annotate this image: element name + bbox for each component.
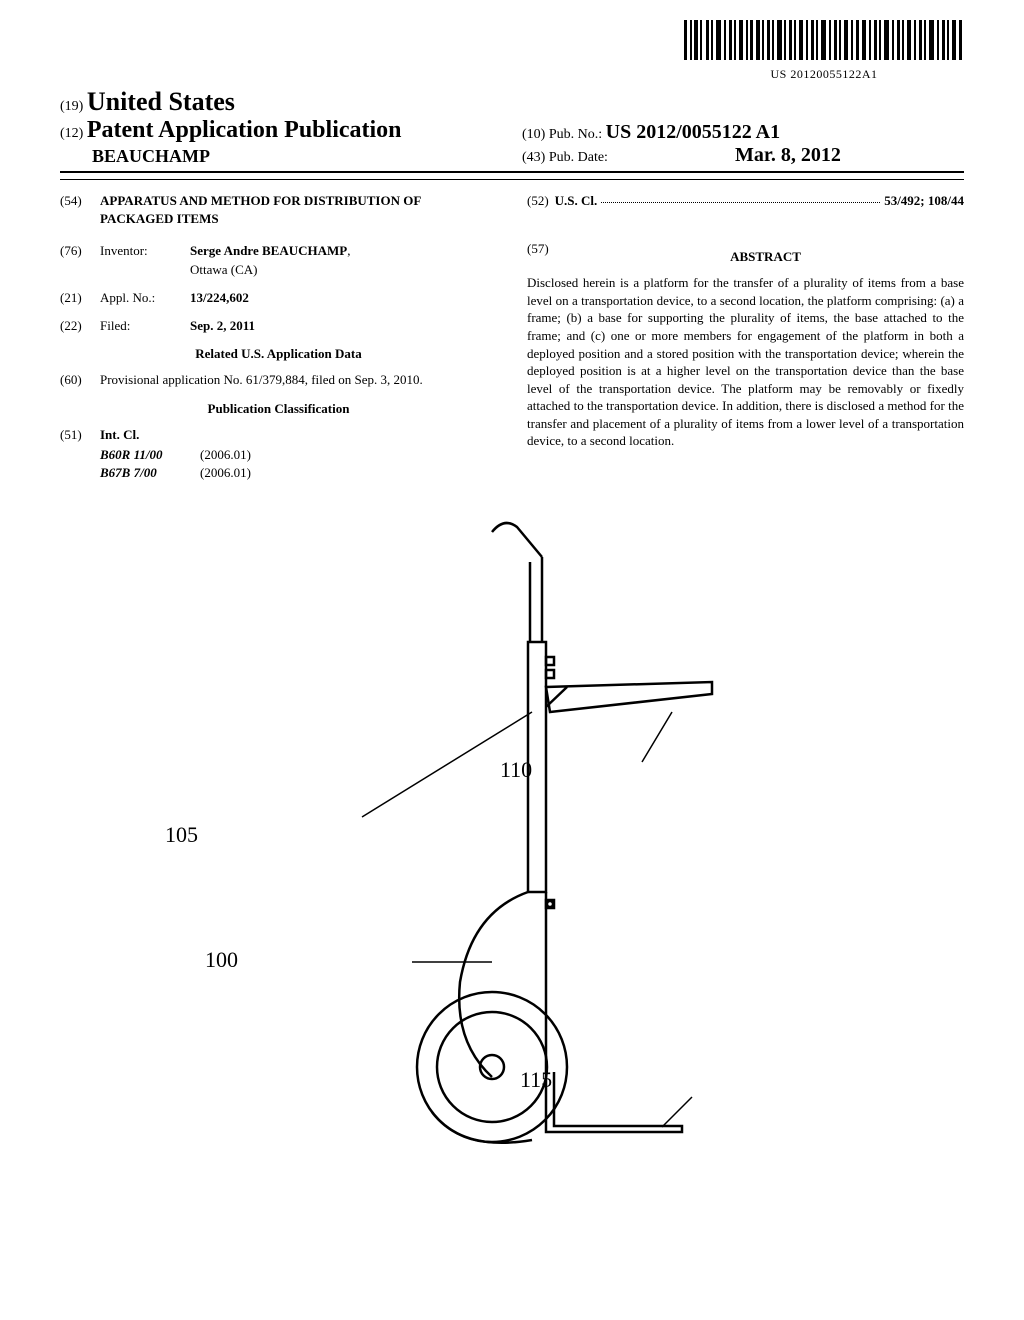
appl-code: (21): [60, 289, 100, 307]
code-12: (12): [60, 126, 83, 141]
invention-title: APPARATUS AND METHOD FOR DISTRIBUTION OF…: [100, 192, 497, 228]
intcl-2-year: (2006.01): [200, 464, 251, 482]
filed-date: Sep. 2, 2011: [190, 317, 255, 335]
inventor-name: Serge Andre BEAUCHAMP: [190, 243, 347, 258]
uscl-label: U.S. Cl.: [555, 193, 598, 208]
pub-date: Mar. 8, 2012: [735, 144, 841, 166]
related-heading: Related U.S. Application Data: [60, 345, 497, 363]
title-code: (54): [60, 192, 100, 228]
code-19: (19): [60, 99, 83, 114]
pub-date-label: Pub. Date:: [549, 150, 608, 165]
inventor-code: (76): [60, 242, 100, 278]
barcode-svg: [684, 20, 964, 60]
fig-label-115: 115: [520, 1067, 552, 1093]
abstract-text: Disclosed herein is a platform for the t…: [527, 274, 964, 449]
barcode-text: US 20120055122A1: [684, 67, 964, 82]
filed-code: (22): [60, 317, 100, 335]
header-right: (10) Pub. No.: US 2012/0055122 A1 (43) P…: [502, 93, 964, 167]
fig-label-110: 110: [500, 757, 532, 783]
left-column: (54) APPARATUS AND METHOD FOR DISTRIBUTI…: [60, 192, 497, 482]
uscl-value: 53/492; 108/44: [884, 193, 964, 208]
fig-label-100: 100: [205, 947, 238, 973]
uscl-code: (52): [527, 192, 549, 210]
patent-figure-svg: [232, 512, 792, 1172]
code-10: (10): [522, 127, 545, 142]
appl-label: Appl. No.:: [100, 289, 190, 307]
right-column: (52) U.S. Cl. 53/492; 108/44 (57) ABSTRA…: [527, 192, 964, 482]
country-name: United States: [87, 87, 235, 116]
intcl-2-code: B67B 7/00: [100, 464, 200, 482]
prov-code: (60): [60, 371, 100, 389]
pubclass-heading: Publication Classification: [60, 400, 497, 418]
intcl-code: (51): [60, 426, 100, 444]
pub-no-label: Pub. No.:: [549, 127, 602, 142]
barcode: US 20120055122A1: [684, 20, 964, 82]
fig-label-105: 105: [165, 822, 198, 848]
intcl-1-code: B60R 11/00: [100, 446, 200, 464]
intcl-label: Int. Cl.: [100, 426, 139, 444]
pub-no: US 2012/0055122 A1: [606, 121, 780, 143]
barcode-area: US 20120055122A1: [60, 20, 964, 83]
abstract-code: (57): [527, 240, 567, 274]
abstract-heading: ABSTRACT: [567, 248, 964, 266]
header-left: (19) United States (12) Patent Applicati…: [60, 87, 502, 167]
pub-type: Patent Application Publication: [87, 117, 402, 143]
intcl-1-year: (2006.01): [200, 446, 251, 464]
inventor-location: Ottawa (CA): [190, 262, 258, 277]
appl-no: 13/224,602: [190, 289, 249, 307]
header-divider: [60, 179, 964, 180]
figure-area: 105 100 110 115: [60, 512, 964, 1192]
filed-label: Filed:: [100, 317, 190, 335]
prov-text: Provisional application No. 61/379,884, …: [100, 371, 423, 389]
header-row: (19) United States (12) Patent Applicati…: [60, 87, 964, 173]
body-columns: (54) APPARATUS AND METHOD FOR DISTRIBUTI…: [60, 192, 964, 482]
applicant-name: BEAUCHAMP: [60, 146, 502, 167]
code-43: (43): [522, 150, 545, 165]
inventor-label: Inventor:: [100, 242, 190, 278]
uscl-dots: [601, 192, 880, 203]
